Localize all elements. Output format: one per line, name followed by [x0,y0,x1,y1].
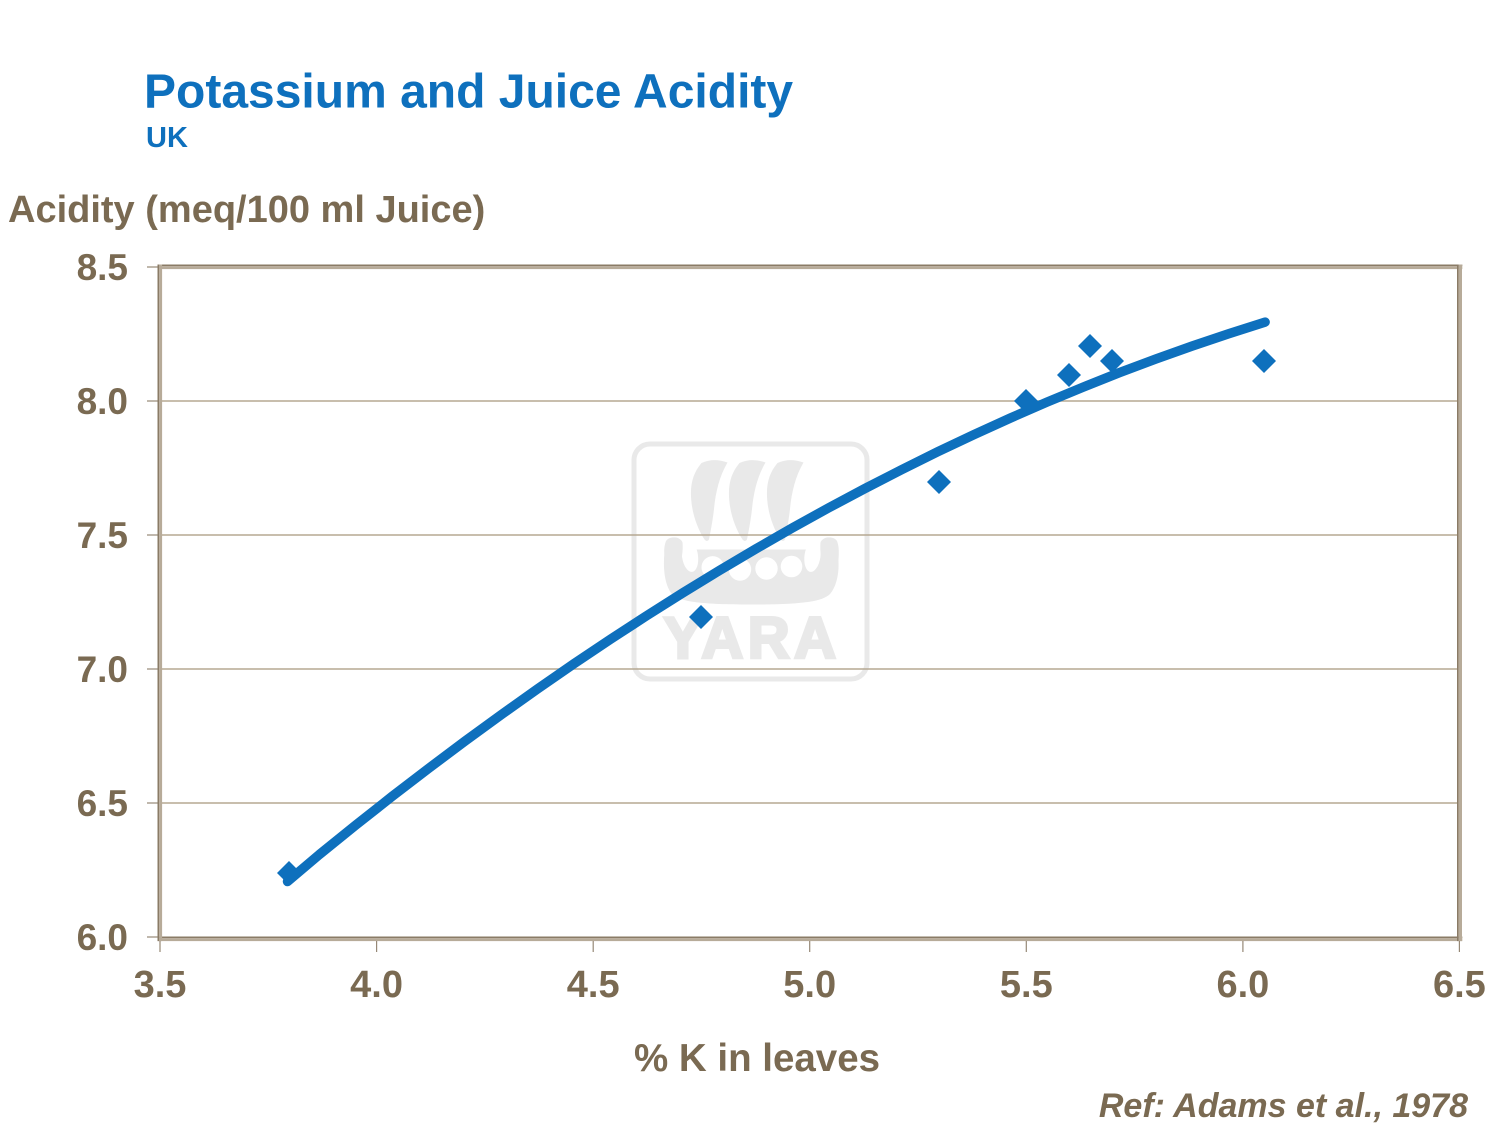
svg-text:% K in leaves: % K in leaves [634,1037,880,1080]
svg-text:Ref: Adams et al., 1978: Ref: Adams et al., 1978 [1099,1087,1468,1125]
svg-text:Potassium and Juice Acidity: Potassium and Juice Acidity [144,66,793,119]
svg-text:3.5: 3.5 [134,964,187,1006]
svg-text:6.0: 6.0 [1216,964,1269,1006]
svg-text:5.5: 5.5 [1000,964,1053,1006]
svg-text:4.5: 4.5 [567,964,620,1006]
svg-text:6.5: 6.5 [77,783,128,824]
svg-text:5.0: 5.0 [783,964,836,1006]
svg-text:UK: UK [146,122,188,154]
svg-text:6.0: 6.0 [77,917,128,958]
svg-text:8.0: 8.0 [77,381,128,422]
svg-text:YARA: YARA [663,606,840,671]
svg-text:6.5: 6.5 [1433,964,1486,1006]
svg-text:8.5: 8.5 [77,247,128,288]
svg-text:7.5: 7.5 [77,515,128,556]
svg-text:Acidity (meq/100 ml Juice): Acidity (meq/100 ml Juice) [8,189,485,231]
svg-text:7.0: 7.0 [77,649,128,690]
svg-text:4.0: 4.0 [350,964,403,1006]
